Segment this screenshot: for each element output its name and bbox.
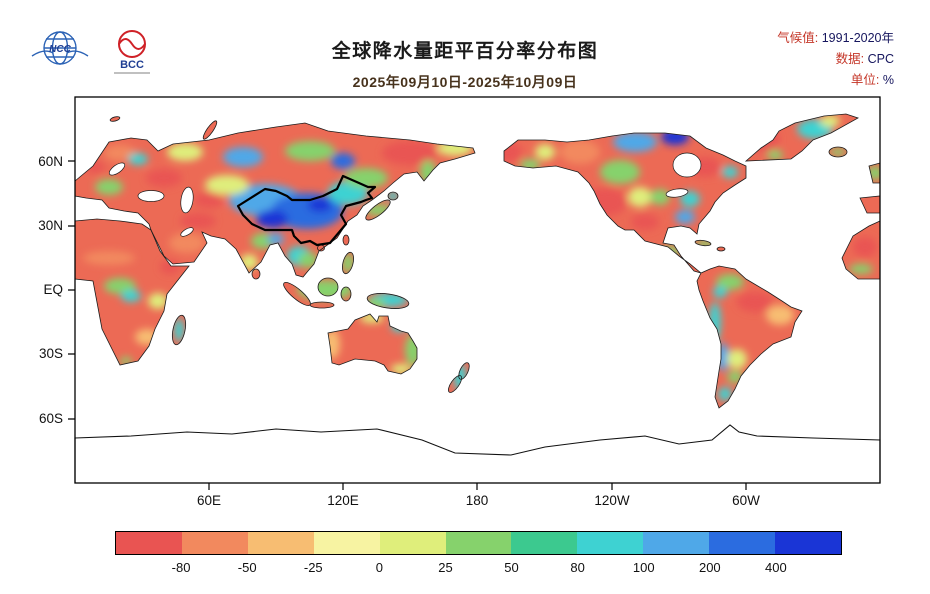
meta-climatology-value: 1991-2020年 bbox=[821, 31, 894, 45]
lat-tick-label: 30S bbox=[39, 346, 63, 361]
meta-datasource: 数据: CPC bbox=[777, 49, 894, 70]
meta-climatology: 气候值: 1991-2020年 bbox=[777, 28, 894, 49]
meta-units-value: % bbox=[882, 73, 894, 87]
lon-tick-label: 60E bbox=[197, 493, 221, 508]
lat-tick-label: 60S bbox=[39, 411, 63, 426]
colorbar-tick-label: 50 bbox=[504, 560, 519, 575]
inland-seas bbox=[108, 152, 702, 237]
colorbar-segments bbox=[115, 531, 842, 555]
meta-block: 气候值: 1991-2020年 数据: CPC 单位: % bbox=[777, 28, 894, 91]
axis-ticks bbox=[68, 160, 747, 490]
colorbar-segment bbox=[313, 532, 380, 554]
bcc-logo-text: BCC bbox=[120, 59, 144, 71]
lon-tick-label: 120E bbox=[327, 493, 359, 508]
colorbar-labels: -80 -50 -25 0 25 50 80 100 200 400 bbox=[115, 560, 842, 578]
colorbar-segment bbox=[511, 532, 578, 554]
bcc-logo-smalltext bbox=[114, 72, 150, 74]
meta-units: 单位: % bbox=[777, 70, 894, 91]
antarctica bbox=[74, 424, 881, 484]
colorbar-segment bbox=[643, 532, 710, 554]
china-border bbox=[236, 174, 377, 247]
ncc-logo-text: NCC bbox=[49, 44, 71, 55]
agency-logos: NCC BCC bbox=[26, 24, 160, 80]
colorbar-segment bbox=[445, 532, 512, 554]
colorbar-tick-label: -50 bbox=[237, 560, 257, 575]
ncc-wing-icon bbox=[31, 50, 89, 57]
colorbar-tick-label: 25 bbox=[438, 560, 453, 575]
meta-climatology-label: 气候值: bbox=[777, 31, 819, 45]
colorbar-segment bbox=[709, 532, 776, 554]
date-range-subtitle: 2025年09月10日-2025年10月09日 bbox=[352, 74, 578, 90]
colorbar-segment bbox=[116, 532, 182, 554]
lat-tick-label: 60N bbox=[38, 154, 63, 169]
world-map: 60N 30N EQ 30S 60S 60E 120E 180 120W 60W bbox=[38, 96, 881, 508]
bcc-logo: BCC bbox=[114, 30, 150, 74]
lat-tick-label: EQ bbox=[43, 282, 63, 297]
colorbar-segment bbox=[775, 532, 841, 554]
colorbar-tick-label: 0 bbox=[375, 560, 383, 575]
colorbar-tick-label: 100 bbox=[632, 560, 655, 575]
axis-labels: 60N 30N EQ 30S 60S 60E 120E 180 120W 60W bbox=[38, 154, 760, 508]
colorbar-tick-label: 200 bbox=[698, 560, 721, 575]
colorbar-tick-label: 80 bbox=[570, 560, 585, 575]
colorbar: -80 -50 -25 0 25 50 80 100 200 400 bbox=[115, 531, 842, 578]
colorbar-segment bbox=[181, 532, 248, 554]
colorbar-segment bbox=[379, 532, 446, 554]
titles: 全球降水量距平百分率分布图 2025年09月10日-2025年10月09日 bbox=[0, 36, 930, 92]
meta-units-label: 单位: bbox=[850, 73, 880, 87]
lon-tick-label: 180 bbox=[466, 493, 489, 508]
meta-datasource-value: CPC bbox=[867, 52, 894, 66]
colorbar-tick-label: -80 bbox=[171, 560, 191, 575]
page-title: 全球降水量距平百分率分布图 bbox=[331, 41, 599, 62]
ncc-logo: NCC bbox=[31, 31, 89, 65]
lat-tick-label: 30N bbox=[38, 218, 63, 233]
colorbar-tick-label: -25 bbox=[303, 560, 323, 575]
meta-datasource-label: 数据: bbox=[835, 52, 865, 66]
colorbar-tick-label: 400 bbox=[765, 560, 787, 575]
lon-tick-label: 120W bbox=[594, 493, 630, 508]
lon-tick-label: 60W bbox=[732, 493, 760, 508]
colorbar-segment bbox=[247, 532, 314, 554]
colorbar-segment bbox=[577, 532, 644, 554]
